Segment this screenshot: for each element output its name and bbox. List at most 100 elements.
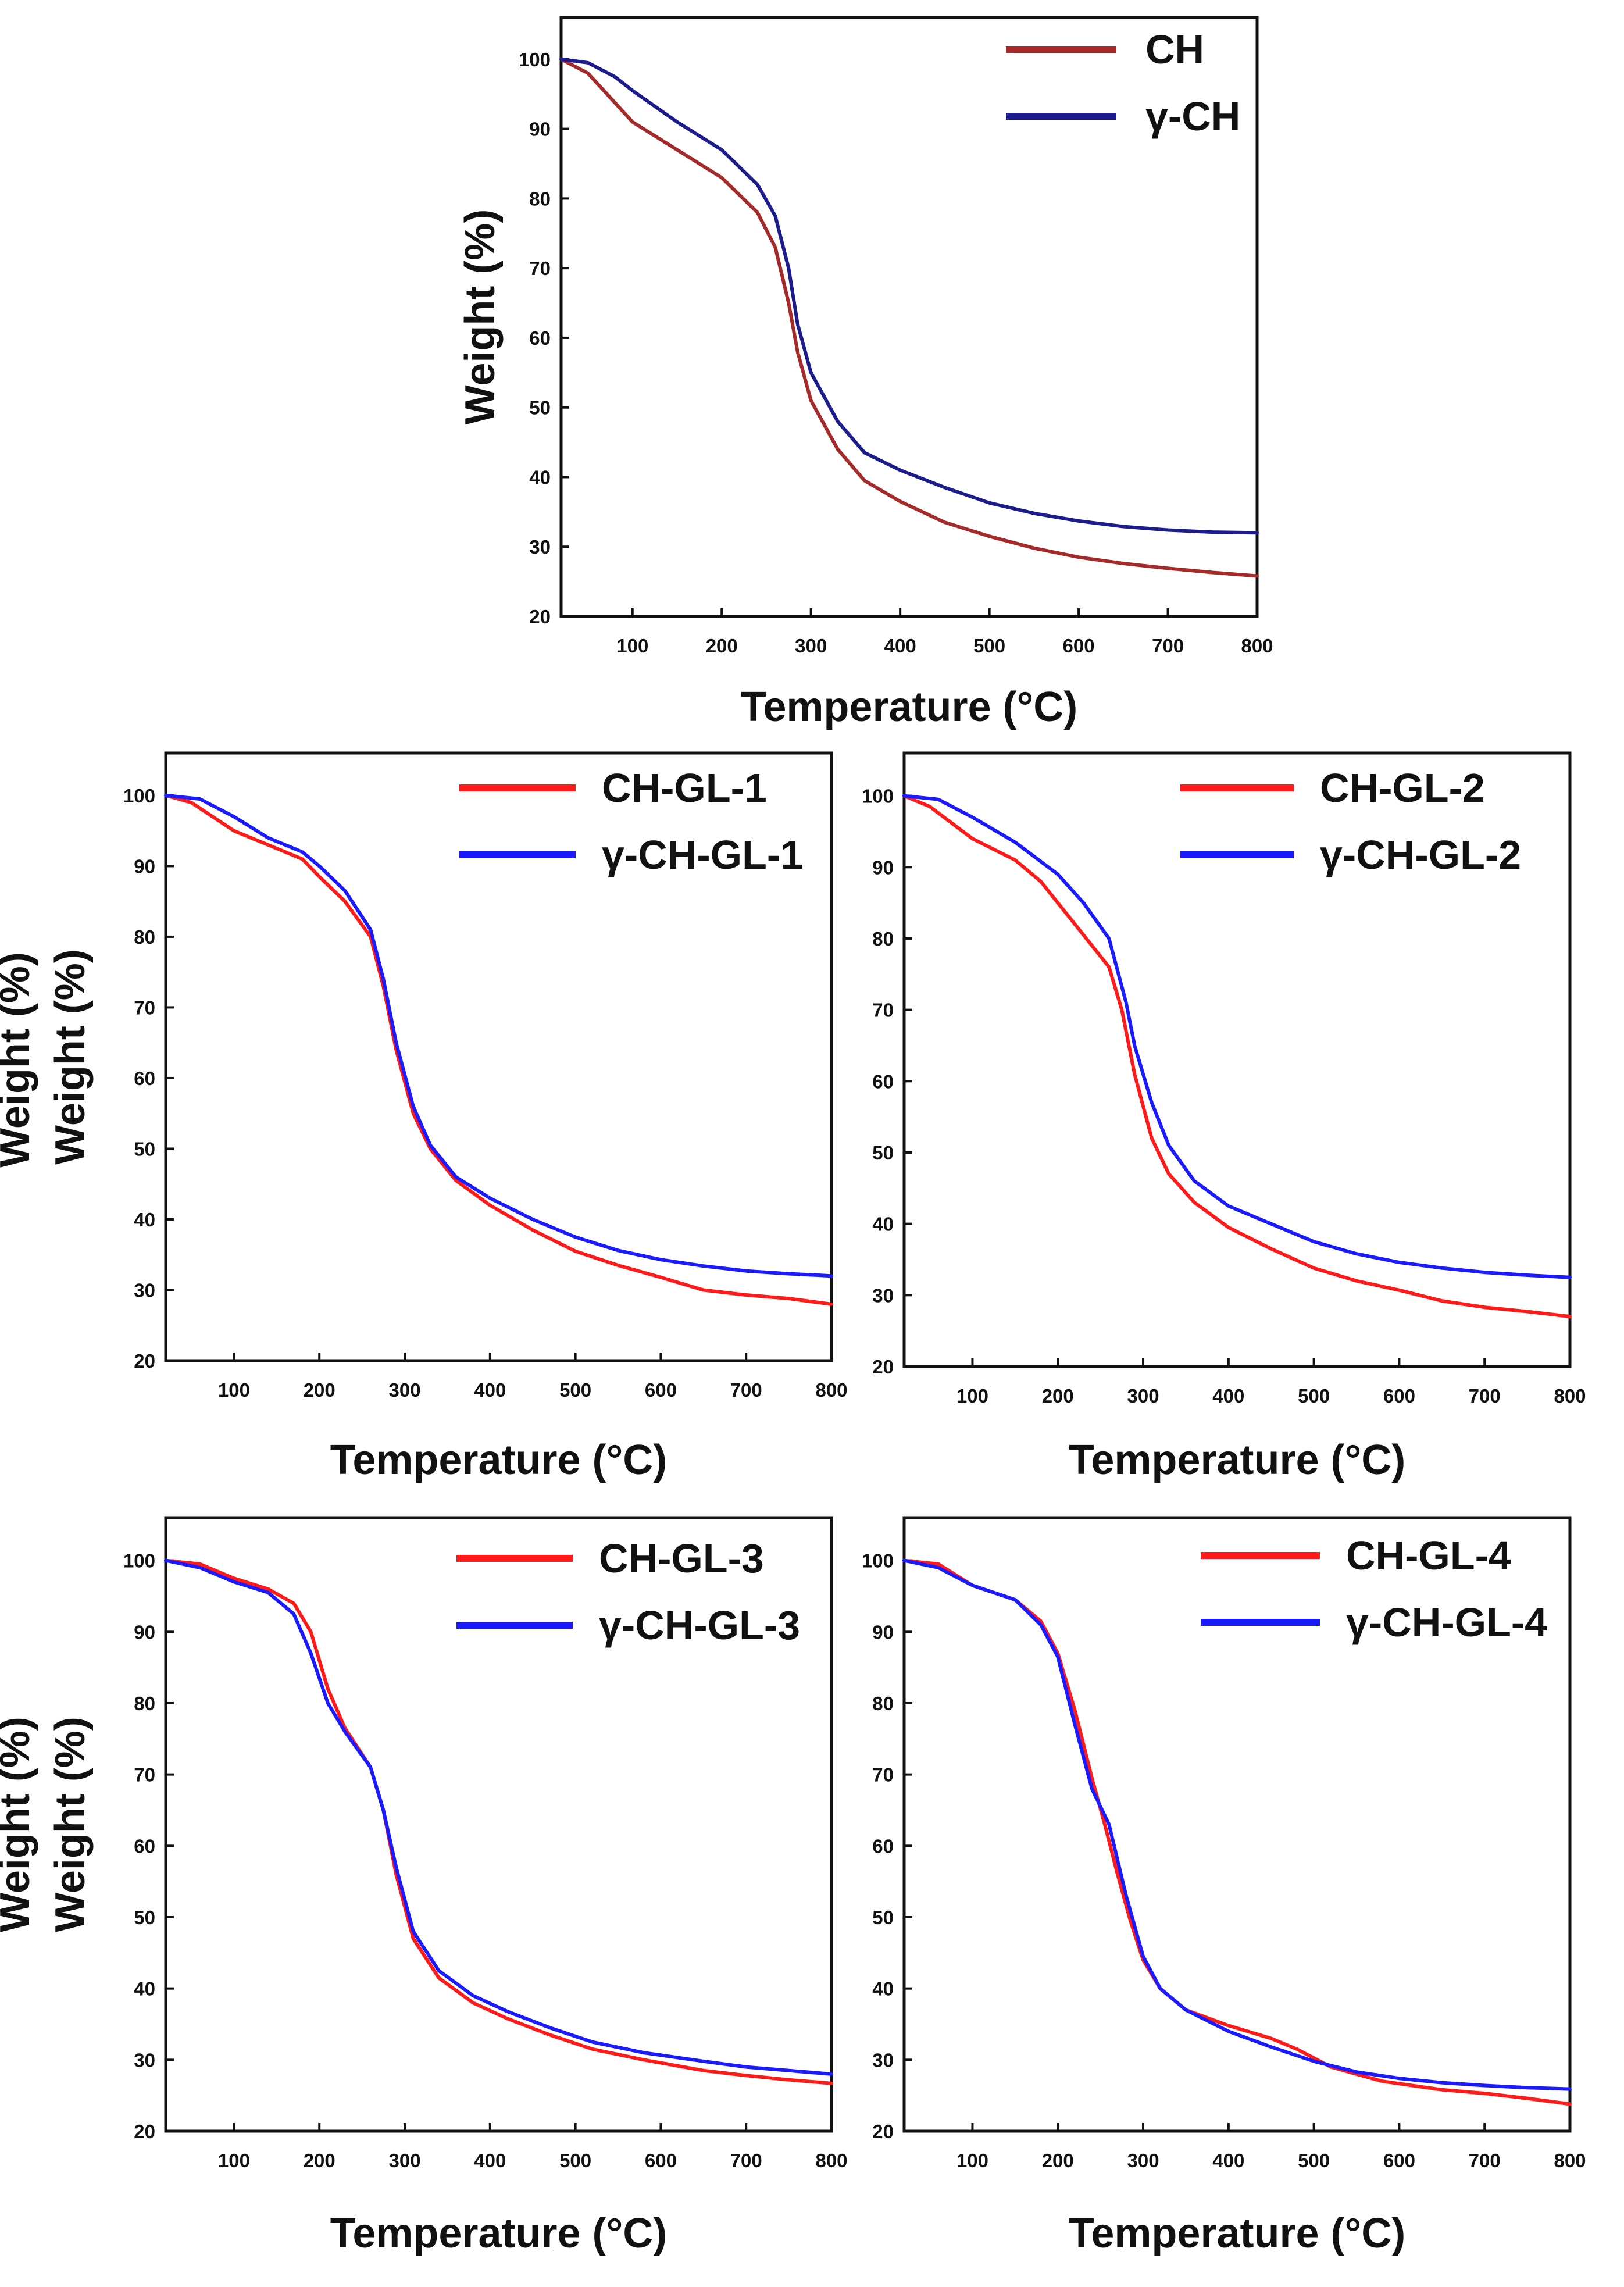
y-tick-label: 100: [123, 785, 155, 807]
legend-label: γ-CH-GL-3: [599, 1603, 800, 1648]
tga-panel-5: 100 200 300 400 500 600 700 800 20 30 40 50 60 70 80 90…: [0, 1516, 1586, 2257]
x-tick-label: 100: [956, 2150, 988, 2171]
y-tick-label: 50: [872, 1907, 894, 1928]
series-line-blue: [164, 793, 833, 1278]
plot-frame: [902, 751, 1572, 1368]
y-tick-label: 90: [529, 119, 551, 140]
y-tick-label: 90: [872, 857, 894, 878]
legend-label: γ-CH: [1145, 94, 1240, 139]
series-line-red: [164, 793, 833, 1306]
x-tick-label: 500: [1298, 1385, 1330, 1407]
y-tick-label: 90: [134, 855, 155, 877]
y-tick-label: 50: [134, 1907, 155, 1928]
x-tick-label: 600: [645, 1379, 677, 1401]
x-axis-title: Temperature (°C): [330, 2210, 668, 2257]
x-tick-label: 800: [1554, 1385, 1586, 1407]
y-tick-label: 100: [519, 49, 551, 70]
plot-frame: [902, 1516, 1572, 2133]
x-tick-label: 400: [1212, 1385, 1244, 1407]
y-tick-label: 60: [134, 1068, 155, 1089]
y-axis-title: Weight (%): [47, 1717, 94, 1932]
y-tick-label: 20: [872, 1356, 894, 1378]
x-tick-label: 200: [1042, 1385, 1074, 1407]
y-tick-label: 70: [134, 997, 155, 1018]
y-tick-label: 100: [862, 1550, 894, 1572]
x-tick-label: 600: [1063, 635, 1095, 657]
y-axis-title: Weight (%): [457, 209, 504, 425]
y-tick-label: 90: [134, 1621, 155, 1643]
y-tick-label: 60: [529, 327, 551, 349]
y-tick-label: 30: [872, 1285, 894, 1306]
y-tick-label: 100: [123, 1550, 155, 1572]
series-line-gamma_CH: [559, 57, 1259, 535]
legend-label: CH-GL-2: [1320, 765, 1485, 811]
series-line-blue: [902, 794, 1572, 1279]
y-tick-label: 70: [134, 1764, 155, 1786]
y-axis-title: Weight (%): [47, 949, 94, 1165]
y-tick-label: 30: [872, 2049, 894, 2071]
legend-label: CH-GL-4: [1346, 1533, 1511, 1578]
x-tick-label: 100: [616, 635, 648, 657]
x-tick-label: 300: [1127, 2150, 1159, 2171]
x-tick-label: 700: [1152, 635, 1184, 657]
x-tick-label: 700: [730, 1379, 762, 1401]
y-tick-label: 40: [134, 1209, 155, 1230]
plot-frame: [559, 16, 1259, 618]
y-tick-label: 80: [872, 928, 894, 950]
tga-panel-2: 100 200 300 400 500 600 700 800 20 30 40 50 60 70 80 90…: [47, 751, 848, 1483]
x-tick-label: 800: [1241, 635, 1273, 657]
y-axis-title: Weight (%): [0, 1717, 38, 1932]
y-tick-label: 100: [862, 786, 894, 807]
x-tick-label: 600: [645, 2150, 677, 2171]
x-tick-label: 200: [706, 635, 738, 657]
y-tick-label: 50: [872, 1142, 894, 1164]
y-tick-label: 80: [134, 926, 155, 948]
tga-panel-3: 100 200 300 400 500 600 700 800 20 30 40 50 60 70 80 90…: [0, 751, 1586, 1483]
y-tick-label: 20: [134, 2121, 155, 2142]
x-tick-label: 100: [218, 1379, 250, 1401]
x-tick-label: 800: [815, 2150, 847, 2171]
x-tick-label: 400: [474, 2150, 506, 2171]
x-tick-label: 100: [956, 1385, 988, 1407]
x-tick-label: 500: [973, 635, 1005, 657]
x-tick-label: 500: [559, 2150, 591, 2171]
plot-frame: [164, 751, 833, 1362]
y-tick-label: 40: [529, 466, 551, 488]
plot-frame: [164, 1516, 833, 2133]
y-axis-title: Weight (%): [0, 952, 38, 1168]
x-tick-label: 300: [388, 2150, 420, 2171]
y-tick-label: 40: [872, 1978, 894, 2000]
y-tick-label: 60: [872, 1071, 894, 1092]
legend-label: γ-CH-GL-4: [1346, 1600, 1547, 1645]
y-tick-label: 30: [134, 1279, 155, 1301]
y-tick-label: 50: [134, 1138, 155, 1159]
x-tick-label: 100: [218, 2150, 250, 2171]
y-tick-label: 80: [872, 1693, 894, 1714]
y-tick-label: 90: [872, 1621, 894, 1643]
x-tick-label: 800: [815, 1379, 847, 1401]
y-tick-label: 80: [529, 188, 551, 209]
x-axis-title: Temperature (°C): [330, 1437, 668, 1483]
x-tick-label: 300: [388, 1379, 420, 1401]
y-tick-label: 30: [134, 2049, 155, 2071]
legend-label: γ-CH-GL-2: [1320, 832, 1521, 877]
series-line-blue: [164, 1558, 833, 2076]
x-axis-title: Temperature (°C): [741, 684, 1078, 730]
x-tick-label: 400: [1212, 2150, 1244, 2171]
x-tick-label: 600: [1383, 2150, 1415, 2171]
y-tick-label: 80: [134, 1693, 155, 1714]
y-tick-label: 70: [872, 1000, 894, 1021]
legend-label: CH: [1145, 27, 1204, 72]
x-tick-label: 300: [1127, 1385, 1159, 1407]
y-tick-label: 40: [872, 1214, 894, 1235]
series-line-CH: [559, 57, 1259, 578]
tga-panel-4: 100 200 300 400 500 600 700 800 20 30 40 50 60 70 80 90…: [47, 1516, 848, 2257]
y-tick-label: 20: [134, 1350, 155, 1372]
y-tick-label: 60: [134, 1835, 155, 1857]
x-tick-label: 400: [884, 635, 916, 657]
x-tick-label: 200: [1042, 2150, 1074, 2171]
y-tick-label: 70: [872, 1764, 894, 1786]
tga-panel-1: 100 200 300 400 500 600 700 800 20 30 40 50 60 70 80 90…: [457, 16, 1273, 730]
x-tick-label: 500: [559, 1379, 591, 1401]
